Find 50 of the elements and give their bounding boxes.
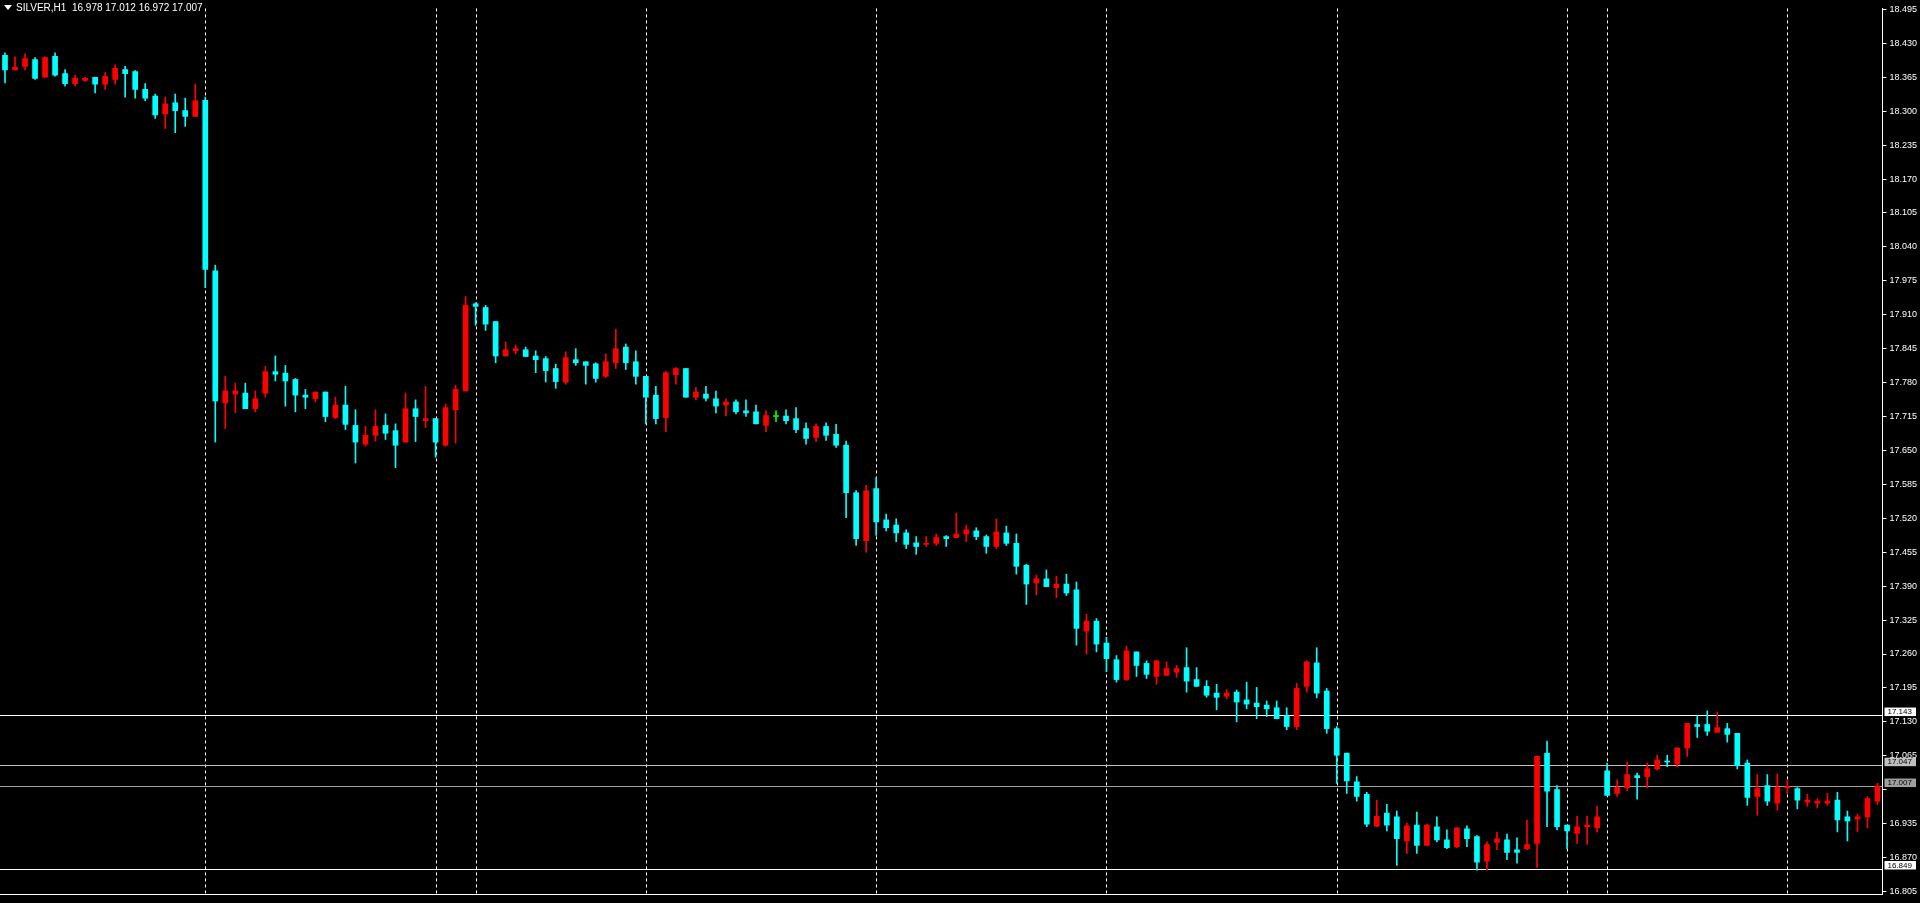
y-tick-label: 17.845 xyxy=(1889,343,1917,354)
candlestick xyxy=(1564,824,1570,849)
candlestick xyxy=(953,512,960,538)
y-tick-label: 17.650 xyxy=(1889,444,1917,455)
y-tick-label: 16.870 xyxy=(1889,852,1917,863)
y-tick-label: 17.130 xyxy=(1889,716,1917,727)
y-tick-label: 17.195 xyxy=(1889,682,1917,693)
y-tick-label: 18.105 xyxy=(1889,207,1917,218)
y-tick-label: 17.390 xyxy=(1889,580,1917,591)
y-tick-label: 18.040 xyxy=(1889,241,1917,252)
y-tick-label: 16.935 xyxy=(1889,818,1917,829)
candlestick xyxy=(743,399,749,417)
y-tick-label: 17.520 xyxy=(1889,512,1917,523)
y-tick-label: 17.975 xyxy=(1889,275,1917,286)
candlestick xyxy=(1584,815,1590,845)
y-tick-label: 18.170 xyxy=(1889,173,1917,184)
candlestick xyxy=(122,66,128,98)
y-tick-label: 16.805 xyxy=(1889,885,1917,896)
ref-line-label: 17.007 xyxy=(1887,778,1913,788)
candlestick xyxy=(1694,715,1701,738)
y-tick-label: 17.585 xyxy=(1889,478,1917,489)
y-tick-label: 18.235 xyxy=(1889,139,1917,150)
y-tick-label: 17.325 xyxy=(1889,614,1917,625)
ref-line-label: 17.047 xyxy=(1887,757,1913,767)
candlestick xyxy=(1634,772,1640,800)
candlestick xyxy=(943,535,950,547)
candlestick xyxy=(1524,819,1530,851)
candlestick xyxy=(572,348,579,366)
candlestick xyxy=(923,536,930,547)
candlestick xyxy=(222,376,229,429)
y-tick-label: 18.365 xyxy=(1889,71,1917,82)
y-tick-label: 17.910 xyxy=(1889,309,1917,320)
candlestick xyxy=(532,350,539,374)
chart-title: SILVER,H1 16.978 17.012 16.972 17.007 xyxy=(16,2,203,13)
y-tick-label: 17.455 xyxy=(1889,546,1917,557)
y-tick-label: 17.260 xyxy=(1889,648,1917,659)
candlestick xyxy=(582,361,589,385)
candlestick xyxy=(773,410,779,423)
y-tick-label: 18.495 xyxy=(1889,3,1917,14)
candlestick xyxy=(172,93,179,133)
candlestick xyxy=(1754,774,1761,816)
candlestick xyxy=(182,97,189,127)
candlestick xyxy=(913,536,920,555)
y-tick-label: 18.300 xyxy=(1889,105,1917,116)
candlestick xyxy=(1514,837,1520,864)
y-tick-label: 17.715 xyxy=(1889,411,1917,422)
y-tick-label: 18.430 xyxy=(1889,37,1917,48)
ref-line-label: 16.849 xyxy=(1887,860,1913,870)
y-tick-label: 17.780 xyxy=(1889,377,1917,388)
ref-line-label: 17.143 xyxy=(1887,707,1913,717)
